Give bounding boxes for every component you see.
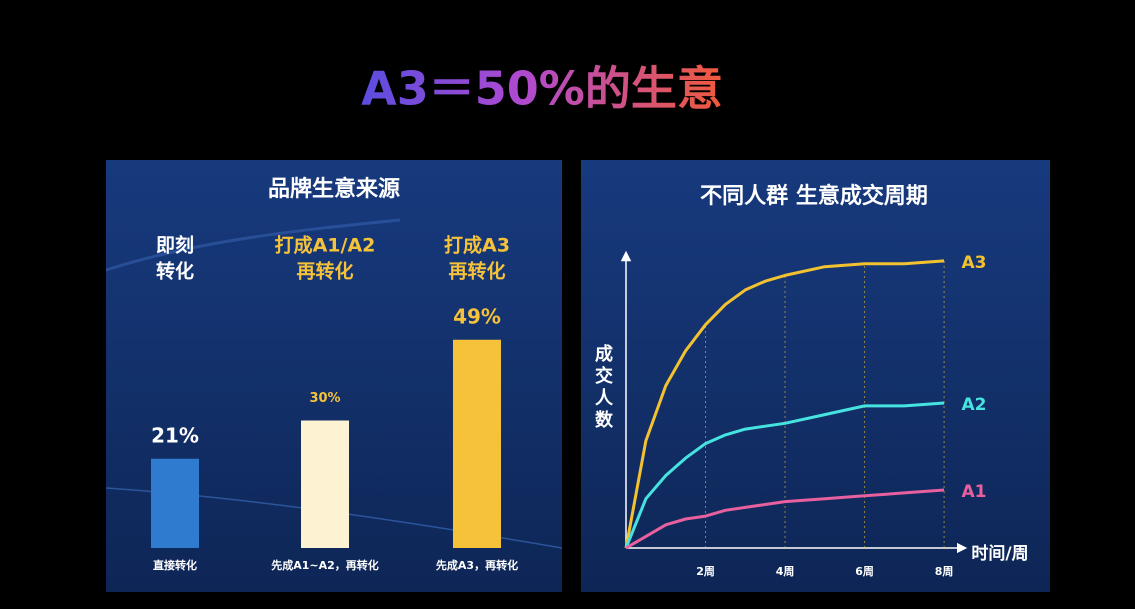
right-chart-title: 不同人群 生意成交周期: [700, 183, 928, 209]
right-panel: [581, 160, 1050, 592]
x-tick-label: 4周: [776, 565, 795, 578]
bar-header: 即刻: [156, 234, 194, 257]
series-label: A2: [962, 395, 987, 415]
series-line: [625, 488, 945, 550]
x-tick-label: 6周: [855, 565, 874, 578]
y-axis-label: 成交人数: [592, 343, 613, 432]
x-tick-label: 2周: [696, 565, 715, 578]
series-line: [624, 259, 945, 549]
bar-header: 打成A3: [444, 234, 510, 257]
value-label: 21%: [151, 423, 199, 447]
slide-title: A3＝50%的生意: [361, 62, 723, 116]
x-axis-label: 时间/周: [971, 543, 1028, 564]
bar-header: 再转化: [448, 260, 505, 283]
left-chart-title: 品牌生意来源: [268, 176, 400, 202]
x-tick-label: 8周: [935, 565, 954, 578]
bar-header: 打成A1/A2: [275, 234, 376, 257]
series-line: [624, 401, 945, 549]
bar-header: 转化: [156, 260, 194, 283]
series-label: A1: [962, 482, 987, 502]
series-label: A3: [962, 253, 987, 273]
bar: [301, 420, 349, 548]
x-tick-label: 先成A1~A2，再转化: [271, 558, 379, 572]
value-label: 49%: [453, 304, 501, 328]
x-tick-label: 先成A3，再转化: [436, 558, 518, 572]
bar: [453, 339, 501, 548]
x-tick-label: 直接转化: [153, 558, 197, 572]
bar: [151, 458, 199, 548]
decor-line: [105, 218, 401, 272]
value-label: 30%: [309, 391, 340, 406]
bar-header: 再转化: [296, 260, 353, 283]
